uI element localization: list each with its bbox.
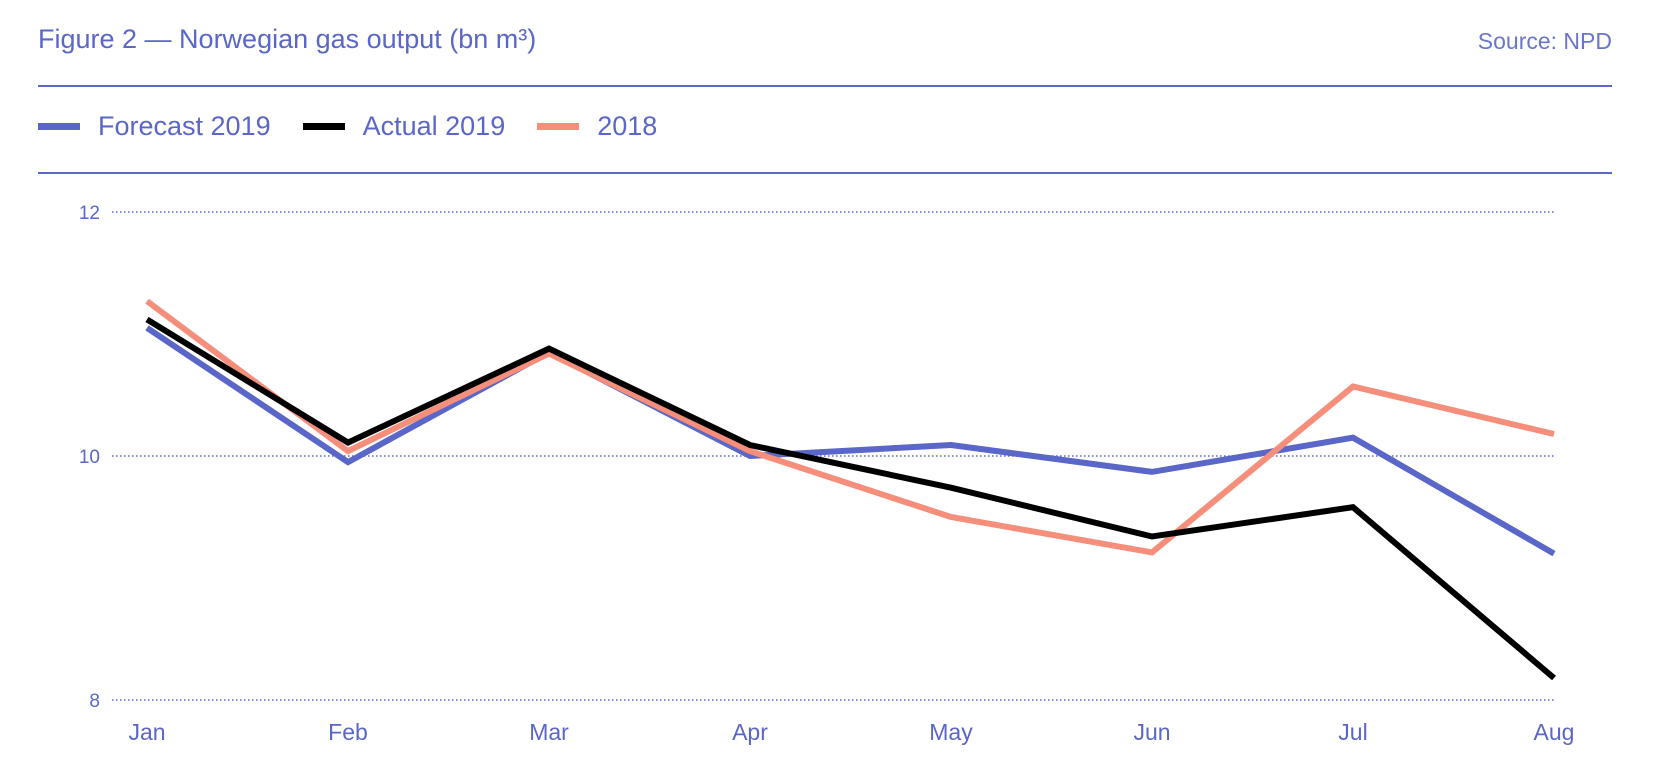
chart-title: Figure 2 — Norwegian gas output (bn m³) [38, 24, 537, 54]
source-label: Source: NPD [1477, 28, 1612, 54]
legend-item-2018: 2018 [537, 111, 657, 142]
y-tick-label: 10 [79, 447, 100, 468]
y-tick-label: 12 [79, 203, 100, 224]
legend-divider [38, 172, 1612, 174]
x-tick-label: Jun [1133, 719, 1170, 745]
x-tick-label: Jul [1338, 719, 1367, 745]
legend-swatch-actual-2019 [302, 122, 345, 130]
y-tick-label: 8 [89, 691, 100, 712]
x-tick-label: Mar [529, 719, 569, 745]
legend-swatch-forecast-2019 [38, 122, 80, 130]
series-line-2018 [145, 298, 1555, 556]
series-line-actual-2019 [145, 316, 1556, 681]
legend-swatch-2018 [537, 122, 580, 130]
x-tick-label: May [929, 719, 973, 745]
legend-label-forecast-2019: Forecast 2019 [98, 110, 271, 141]
series-line-forecast-2019 [145, 325, 1556, 557]
x-tick-label: Aug [1534, 719, 1575, 745]
x-tick-label: Apr [732, 719, 768, 745]
series-lines [145, 298, 1556, 681]
legend-label-actual-2019: Actual 2019 [362, 110, 506, 141]
x-tick-label: Feb [328, 719, 368, 745]
x-axis-ticks: Jan Feb Mar Apr May Jun Jul Aug [128, 719, 1574, 745]
y-axis-ticks: 8 10 12 [79, 203, 100, 712]
legend-item-forecast-2019: Forecast 2019 [38, 111, 271, 142]
legend: Forecast 2019 Actual 2019 2018 [38, 108, 689, 144]
legend-label-2018: 2018 [597, 110, 658, 141]
legend-item-actual-2019: Actual 2019 [302, 110, 506, 142]
gridlines [112, 211, 1554, 701]
x-tick-label: Jan [128, 719, 165, 745]
top-divider [38, 85, 1612, 87]
